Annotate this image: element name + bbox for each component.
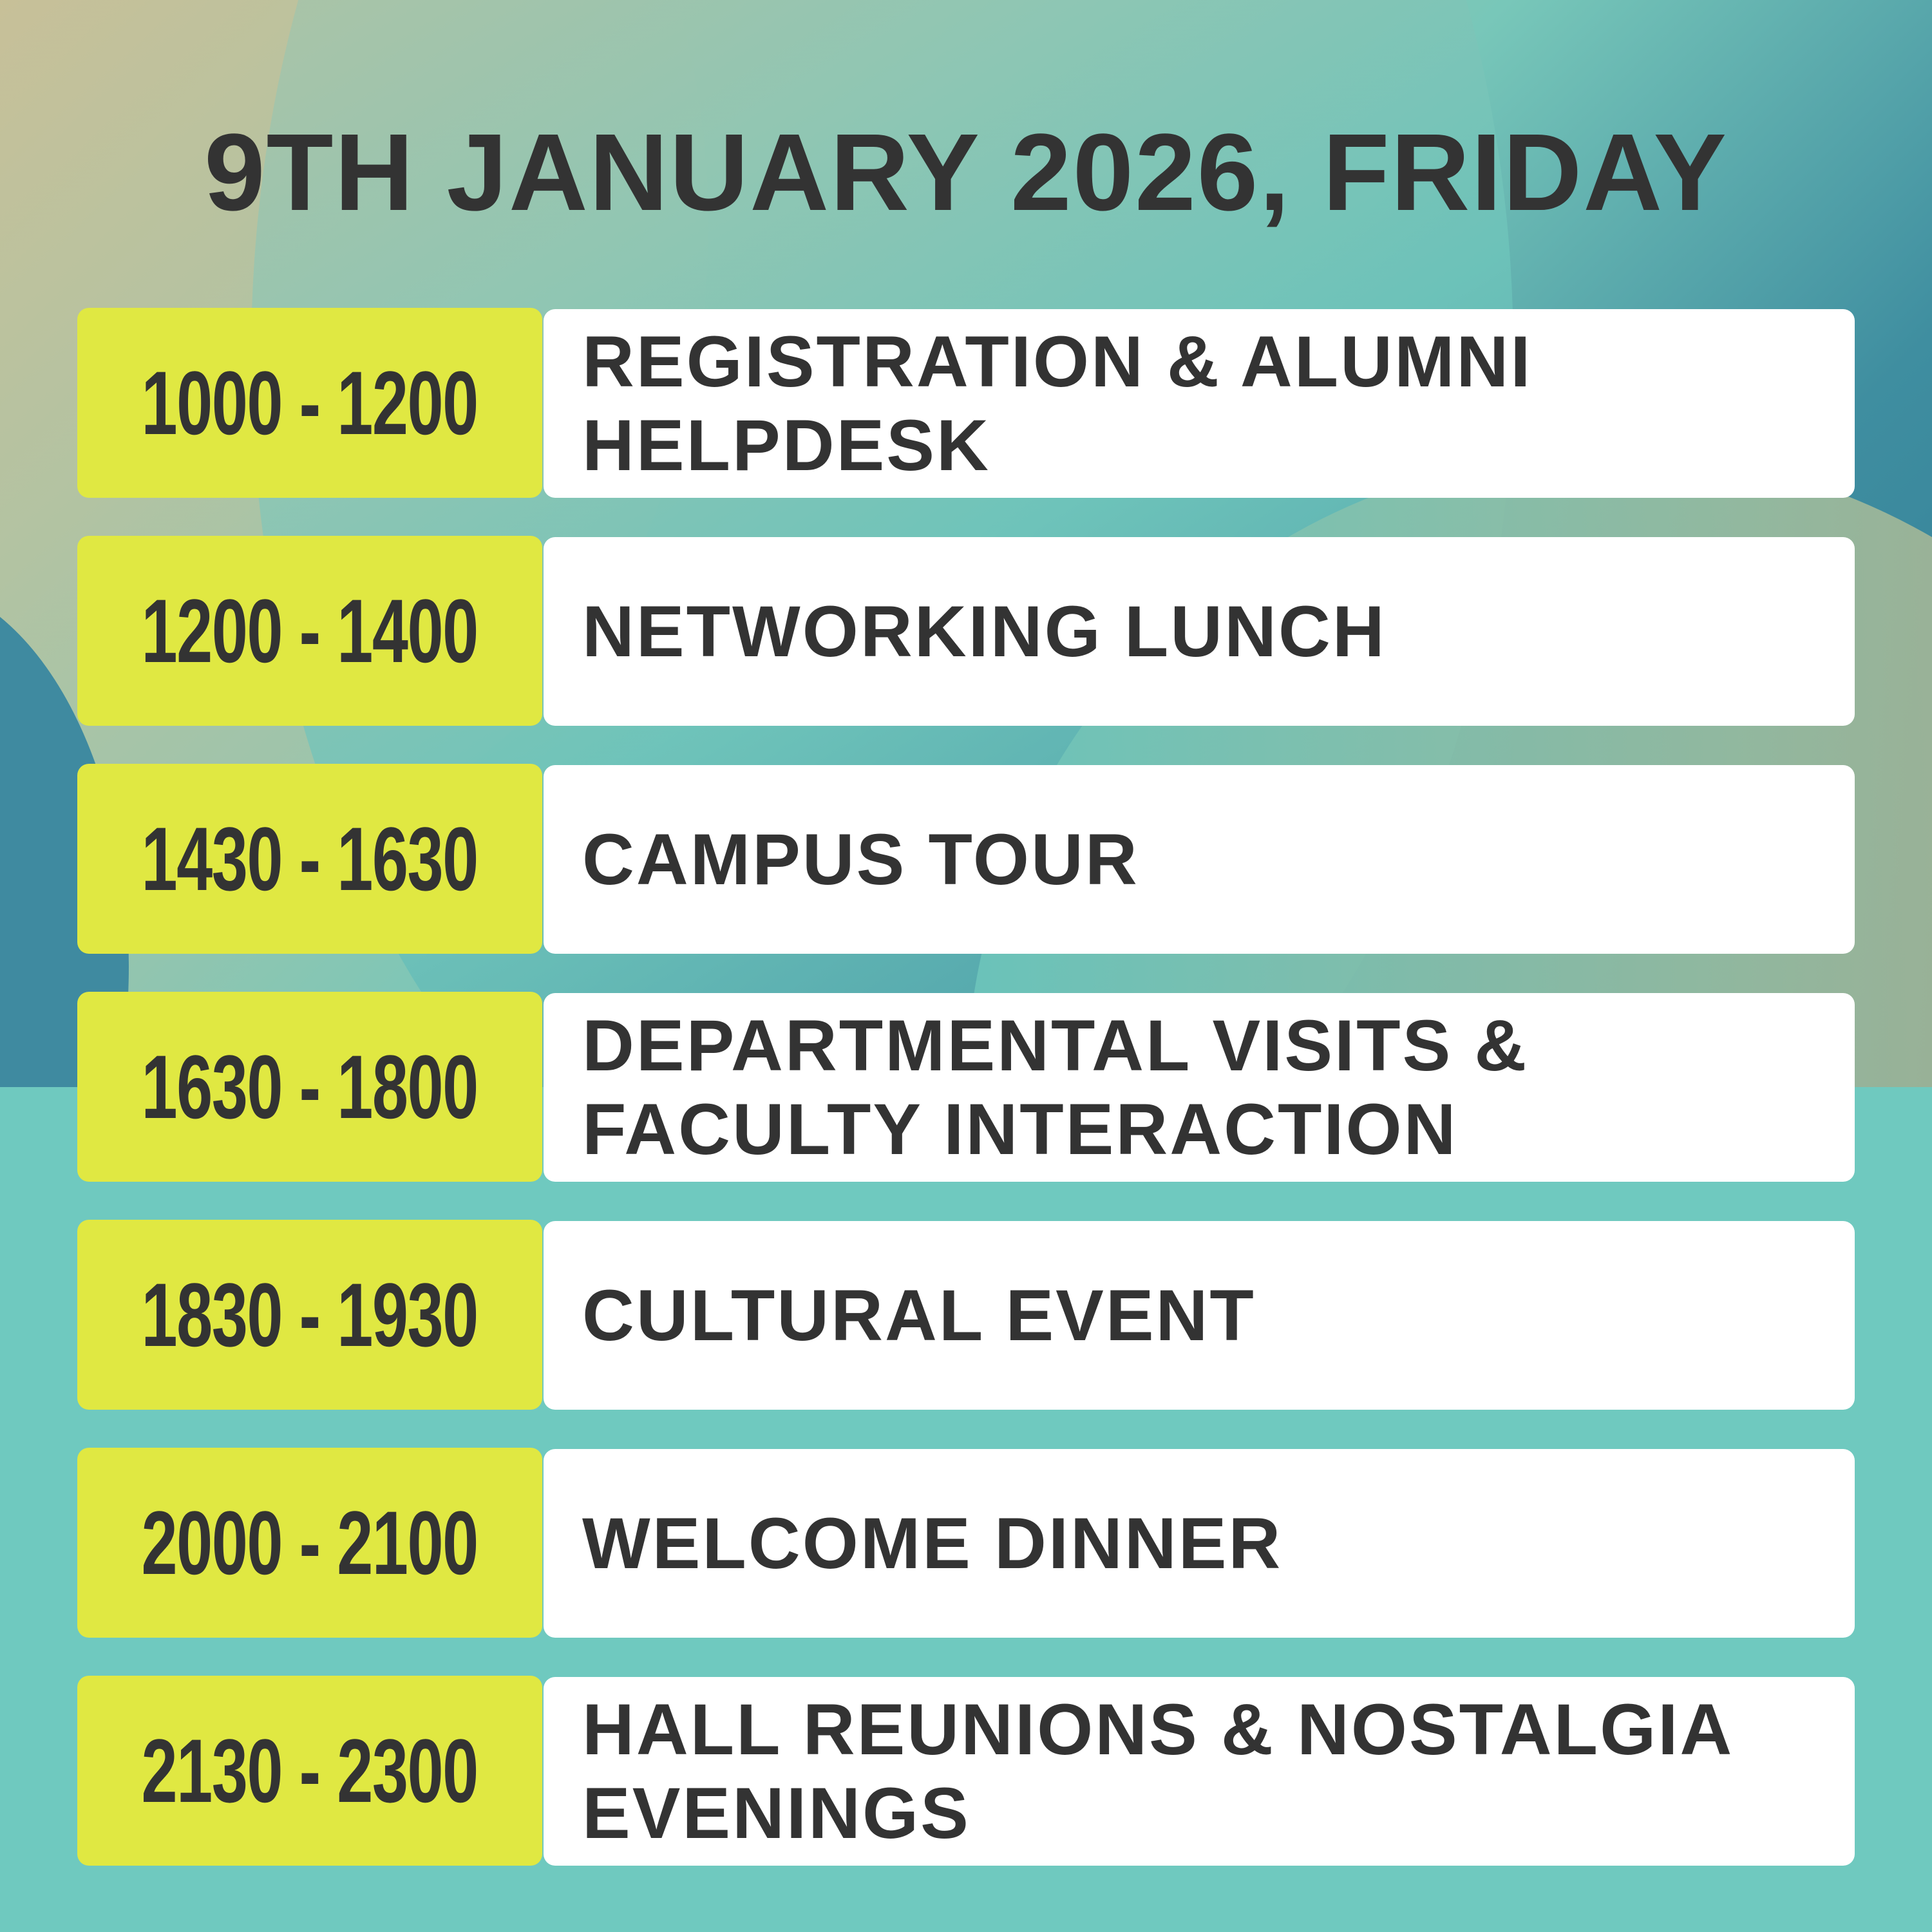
schedule-row: 1830 - 1930 CULTURAL EVENT — [77, 1220, 1855, 1410]
time-slot: 1830 - 1930 — [77, 1220, 542, 1410]
time-label: 1000 - 1200 — [141, 352, 479, 453]
time-label: 2130 - 2300 — [141, 1719, 479, 1821]
event-label: REGISTRATION & ALUMNI HELPDESK — [582, 321, 1533, 486]
time-slot: 1430 - 1630 — [77, 764, 542, 954]
page-title: 9TH JANUARY 2026, FRIDAY — [204, 111, 1728, 234]
time-label: 2000 - 2100 — [141, 1492, 479, 1593]
event-label: HALL REUNIONS & NOSTALGIA EVENINGS — [582, 1689, 1732, 1853]
event-box: WELCOME DINNER — [544, 1449, 1855, 1638]
time-slot: 1000 - 1200 — [77, 308, 542, 498]
time-label: 1430 - 1630 — [141, 808, 479, 909]
time-slot: 1200 - 1400 — [77, 536, 542, 726]
schedule-row: 2130 - 2300 HALL REUNIONS & NOSTALGIA EV… — [77, 1676, 1855, 1866]
schedule-row: 1200 - 1400 NETWORKING LUNCH — [77, 536, 1855, 726]
schedule-row: 1000 - 1200 REGISTRATION & ALUMNI HELPDE… — [77, 308, 1855, 498]
event-label: NETWORKING LUNCH — [582, 591, 1387, 672]
time-label: 1830 - 1930 — [141, 1264, 479, 1365]
time-label: 1200 - 1400 — [141, 580, 479, 681]
schedule-row: 2000 - 2100 WELCOME DINNER — [77, 1448, 1855, 1638]
event-box: DEPARTMENTAL VISITS & FACULTY INTERACTIO… — [544, 993, 1855, 1182]
event-label: DEPARTMENTAL VISITS & FACULTY INTERACTIO… — [582, 1005, 1529, 1170]
schedule-row: 1430 - 1630 CAMPUS TOUR — [77, 764, 1855, 954]
event-box: CAMPUS TOUR — [544, 765, 1855, 954]
time-slot: 1630 - 1800 — [77, 992, 542, 1182]
time-label: 1630 - 1800 — [141, 1036, 479, 1137]
schedule-row: 1630 - 1800 DEPARTMENTAL VISITS & FACULT… — [77, 992, 1855, 1182]
time-slot: 2000 - 2100 — [77, 1448, 542, 1638]
event-box: REGISTRATION & ALUMNI HELPDESK — [544, 309, 1855, 498]
event-label: WELCOME DINNER — [582, 1502, 1283, 1584]
event-label: CAMPUS TOUR — [582, 819, 1139, 900]
time-slot: 2130 - 2300 — [77, 1676, 542, 1866]
event-label: CULTURAL EVENT — [582, 1274, 1256, 1356]
event-box: NETWORKING LUNCH — [544, 537, 1855, 726]
event-box: CULTURAL EVENT — [544, 1221, 1855, 1410]
event-box: HALL REUNIONS & NOSTALGIA EVENINGS — [544, 1677, 1855, 1866]
